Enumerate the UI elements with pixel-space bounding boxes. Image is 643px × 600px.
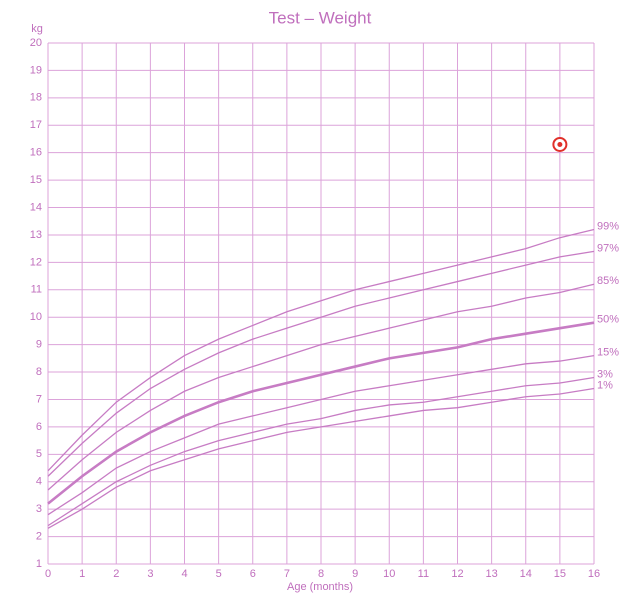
x-tick-label: 11	[418, 568, 429, 580]
y-tick-label: 9	[36, 339, 42, 351]
x-tick-label: 0	[45, 568, 51, 580]
y-tick-label: 17	[30, 119, 42, 131]
x-tick-label: 16	[588, 568, 600, 580]
x-tick-label: 5	[216, 568, 222, 580]
x-tick-label: 14	[520, 568, 532, 580]
y-tick-label: 16	[30, 147, 42, 159]
series-label: 99%	[597, 220, 619, 232]
measurement-dot	[557, 141, 563, 147]
y-tick-label: 5	[36, 448, 42, 460]
series-label: 1%	[597, 379, 613, 391]
y-tick-label: 12	[30, 256, 42, 268]
y-tick-label: 7	[36, 393, 42, 405]
y-tick-label: 10	[30, 311, 42, 323]
y-tick-label: 8	[36, 366, 42, 378]
y-tick-label: 3	[36, 503, 42, 515]
x-tick-label: 1	[79, 568, 85, 580]
chart-title: Test – Weight	[269, 8, 372, 27]
y-axis-label: kg	[31, 23, 43, 35]
percentile-line	[47, 376, 595, 527]
series-label: 97%	[597, 242, 619, 254]
percentile-line	[47, 387, 595, 529]
x-tick-label: 7	[284, 568, 290, 580]
y-tick-label: 13	[30, 229, 42, 241]
y-tick-label: 1	[36, 558, 42, 570]
y-tick-label: 15	[30, 174, 42, 186]
y-tick-label: 14	[30, 201, 42, 213]
x-tick-label: 10	[383, 568, 395, 580]
y-tick-label: 6	[36, 421, 42, 433]
y-tick-label: 2	[36, 530, 42, 542]
y-tick-label: 11	[31, 284, 42, 296]
x-tick-label: 2	[113, 568, 119, 580]
series-label: 3%	[597, 368, 613, 380]
x-tick-label: 9	[352, 568, 358, 580]
x-tick-label: 13	[486, 568, 498, 580]
percentile-line	[47, 283, 595, 491]
y-tick-label: 19	[30, 64, 42, 76]
x-tick-label: 6	[250, 568, 256, 580]
y-tick-label: 18	[30, 92, 42, 104]
y-tick-label: 20	[30, 37, 42, 49]
x-tick-label: 3	[147, 568, 153, 580]
series-label: 50%	[597, 314, 619, 326]
percentile-line	[47, 250, 595, 477]
x-tick-label: 12	[451, 568, 463, 580]
x-tick-label: 4	[181, 568, 187, 580]
percentile-line	[47, 228, 595, 472]
percentile-line	[47, 354, 595, 516]
series-label: 15%	[597, 347, 619, 359]
x-axis-label: Age (months)	[287, 581, 353, 593]
series-label: 85%	[597, 275, 619, 287]
percentile-line	[47, 321, 595, 505]
x-tick-label: 15	[554, 568, 566, 580]
y-tick-label: 4	[36, 476, 42, 488]
x-tick-label: 8	[318, 568, 324, 580]
